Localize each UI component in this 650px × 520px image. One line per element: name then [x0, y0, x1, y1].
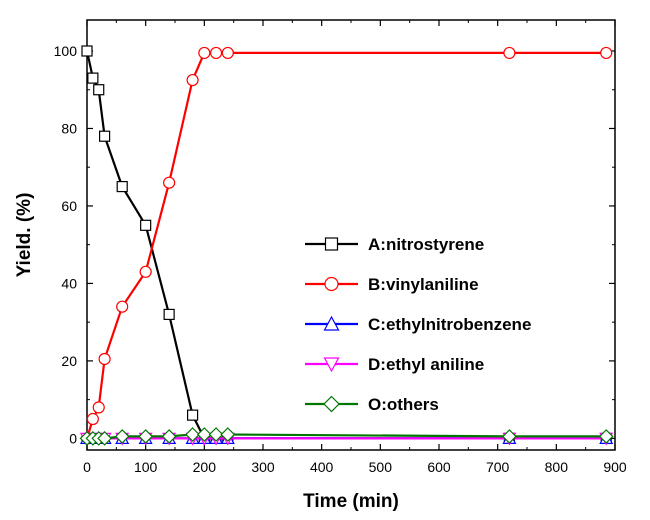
- axes: 0 100 200 300 400 500 600 700 800 900 0 20 40 60 80 100: [54, 19, 627, 475]
- legend-label: B:vinylaniline: [368, 275, 479, 294]
- x-tick-label: 900: [603, 459, 627, 475]
- legend-entry: A:nitrostyrene: [305, 235, 484, 254]
- legend-label: O:others: [368, 395, 439, 414]
- y-tick-label: 60: [61, 198, 77, 214]
- y-tick-label: 80: [61, 120, 77, 136]
- data-point: [502, 429, 517, 444]
- data-point: [323, 357, 340, 373]
- x-tick-label: 300: [251, 459, 275, 475]
- y-tick-label: 0: [69, 430, 77, 446]
- data-point: [503, 46, 516, 60]
- data-point: [186, 73, 199, 87]
- data-point: [220, 427, 236, 442]
- data-point: [98, 352, 111, 366]
- legend-label: D:ethyl aniline: [368, 355, 484, 374]
- data-point: [221, 46, 234, 60]
- x-tick-label: 100: [134, 459, 158, 475]
- data-point: [598, 429, 614, 444]
- legend-label: A:nitrostyrene: [368, 235, 484, 254]
- data-point: [81, 45, 93, 57]
- data-point: [139, 265, 152, 278]
- data-point: [324, 276, 339, 292]
- series-2: [80, 46, 613, 445]
- data-point: [209, 46, 223, 60]
- x-tick-label: 600: [427, 459, 451, 475]
- x-tick-label: 400: [310, 459, 334, 475]
- data-point: [97, 431, 112, 446]
- data-point: [163, 176, 176, 189]
- legend: A:nitrostyrene B:vinylaniline C:ethylnitro…: [305, 235, 531, 414]
- series-5: [79, 427, 614, 446]
- data-point: [323, 315, 340, 331]
- y-axis-title: Yield. (%): [14, 193, 35, 278]
- data-point: [163, 308, 175, 321]
- x-axis-title: Time (min): [303, 491, 399, 512]
- data-point: [161, 429, 177, 444]
- legend-entry: O:others: [305, 395, 439, 414]
- data-point: [185, 427, 200, 442]
- data-point: [208, 427, 224, 442]
- legend-entry: D:ethyl aniline: [305, 355, 484, 374]
- data-point: [92, 401, 105, 414]
- data-point: [116, 180, 128, 193]
- data-point: [324, 237, 339, 251]
- series-line: [85, 51, 607, 439]
- data-point: [87, 72, 99, 84]
- data-point: [187, 409, 199, 421]
- x-tick-label: 0: [83, 459, 91, 475]
- x-tick-label: 800: [545, 459, 569, 475]
- data-point: [196, 427, 212, 442]
- y-tick-label: 100: [54, 43, 78, 59]
- x-tick-label: 200: [193, 459, 217, 475]
- legend-label: C:ethylnitrobenzene: [368, 315, 531, 334]
- legend-entry: B:vinylaniline: [305, 275, 479, 294]
- data-point: [116, 300, 129, 313]
- series-layer: [79, 45, 614, 446]
- y-tick-label: 20: [61, 353, 77, 369]
- data-point: [86, 412, 99, 426]
- data-point: [98, 130, 111, 142]
- legend-entry: C:ethylnitrobenzene: [305, 315, 531, 334]
- data-point: [114, 429, 130, 444]
- data-point: [140, 219, 152, 231]
- data-point: [93, 84, 105, 96]
- y-tick-label: 40: [61, 275, 77, 291]
- data-point: [323, 395, 340, 413]
- x-tick-label: 500: [369, 459, 393, 475]
- data-point: [198, 46, 211, 60]
- data-point: [138, 429, 154, 444]
- plot-frame: [86, 19, 616, 451]
- x-tick-label: 700: [486, 459, 510, 475]
- data-point: [600, 46, 613, 60]
